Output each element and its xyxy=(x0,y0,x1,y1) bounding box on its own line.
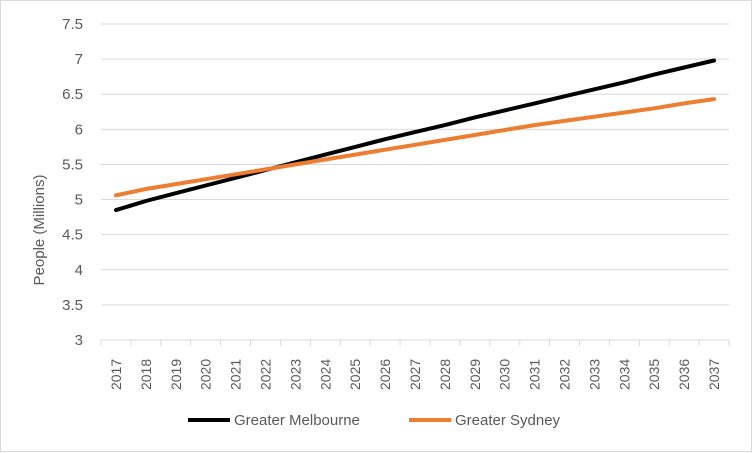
y-axis-ticks: 3 3.5 4 4.5 5 5.5 6 6.5 7 7.5 xyxy=(62,16,83,349)
x-tick-label: 2037 xyxy=(706,359,722,390)
x-tick-label: 2017 xyxy=(108,359,124,390)
x-tick-label: 2032 xyxy=(557,359,573,390)
y-tick-label: 3.5 xyxy=(62,297,83,314)
x-tick-label: 2031 xyxy=(527,359,543,390)
legend-label: Greater Sydney xyxy=(455,412,561,429)
x-tick-label: 2035 xyxy=(646,359,662,390)
y-tick-label: 3 xyxy=(75,332,83,349)
legend: Greater Melbourne Greater Sydney xyxy=(188,412,561,429)
x-axis xyxy=(100,339,730,346)
x-tick-label: 2021 xyxy=(228,359,244,390)
x-tick-label: 2023 xyxy=(287,359,303,390)
x-tick-label: 2034 xyxy=(616,359,632,390)
x-tick-label: 2027 xyxy=(407,359,423,390)
x-tick-label: 2025 xyxy=(347,359,363,390)
x-axis-ticks: 2017 2018 2019 2020 2021 2022 2023 2024 2025 2026… xyxy=(108,359,722,390)
y-tick-label: 4.5 xyxy=(62,227,83,244)
x-tick-label: 2024 xyxy=(317,359,333,390)
x-tick-label: 2018 xyxy=(138,359,154,390)
x-tick-label: 2022 xyxy=(257,359,273,390)
series-line-1 xyxy=(114,58,716,213)
gridlines xyxy=(101,23,729,341)
x-tick-label: 2020 xyxy=(198,359,214,390)
y-tick-label: 6.5 xyxy=(62,86,83,103)
series-line-2 xyxy=(114,97,716,198)
y-axis-title: People (Millions) xyxy=(31,175,48,286)
y-tick-label: 4 xyxy=(75,262,83,279)
y-tick-label: 6 xyxy=(75,121,83,138)
x-tick-label: 2036 xyxy=(676,359,692,390)
legend-label: Greater Melbourne xyxy=(234,412,360,429)
y-tick-label: 5.5 xyxy=(62,156,83,173)
x-tick-label: 2030 xyxy=(497,359,513,390)
y-tick-label: 7.5 xyxy=(62,16,83,33)
x-tick-label: 2029 xyxy=(467,359,483,390)
x-tick-label: 2033 xyxy=(586,359,602,390)
y-tick-label: 5 xyxy=(75,192,83,209)
x-tick-label: 2026 xyxy=(377,359,393,390)
x-tick-label: 2028 xyxy=(437,359,453,390)
series-lines xyxy=(114,58,716,213)
x-tick-label: 2019 xyxy=(168,359,184,390)
y-tick-label: 7 xyxy=(75,51,83,68)
